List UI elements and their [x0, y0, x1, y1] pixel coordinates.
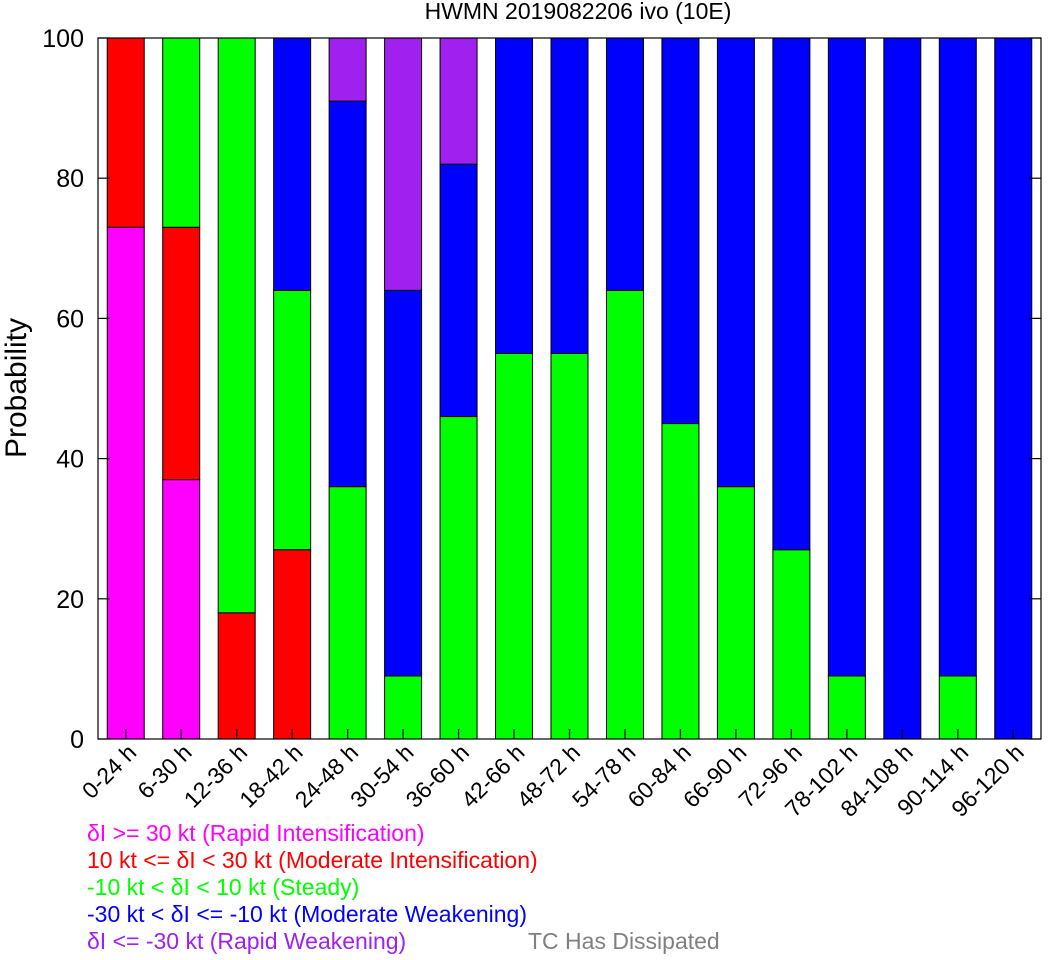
- bar-30-54h-series-4: [384, 37, 423, 291]
- y-tick-label: 60: [56, 305, 84, 333]
- y-tick-label: 100: [42, 25, 84, 53]
- bar-24-48h-series-3: [328, 100, 367, 488]
- bar-18-42h-series-3: [273, 37, 312, 291]
- bar-24-48h-series-2: [328, 486, 367, 740]
- bar-0-24h-series-1: [106, 37, 145, 228]
- y-tick-label: 0: [70, 726, 84, 754]
- axes-layer: 0 20 40 60 80 100: [42, 25, 1042, 754]
- legend-entry-4: δI <= -30 kt (Rapid Weakening): [87, 928, 407, 954]
- bar-96-120h-series-3: [994, 37, 1033, 740]
- bar-30-54h-series-2: [384, 675, 423, 740]
- x-tick-labels: 0-24 h6-30 h12-36 h18-42 h24-48 h30-54 h…: [77, 739, 1029, 822]
- bar-18-42h-series-2: [273, 289, 312, 551]
- bars-layer: [106, 37, 1033, 740]
- bar-6-30h-series-0: [162, 479, 201, 740]
- bar-36-60h-series-3: [439, 163, 478, 418]
- bar-78-102h-series-2: [827, 675, 866, 740]
- bar-18-42h-series-1: [273, 549, 312, 740]
- bar-72-96h-series-2: [772, 549, 811, 740]
- x-tick-label: 0-24 h: [77, 739, 142, 804]
- bar-60-84h-series-3: [661, 37, 700, 425]
- bar-30-54h-series-3: [384, 289, 423, 677]
- legend-entry-1: 10 kt <= δI < 30 kt (Moderate Intensific…: [87, 847, 538, 873]
- y-tick-label: 80: [56, 165, 84, 193]
- y-tick-label: 40: [56, 446, 84, 474]
- bar-48-72h-series-2: [550, 352, 589, 740]
- bar-12-36h-series-2: [217, 37, 256, 614]
- bar-42-66h-series-2: [495, 352, 534, 740]
- bar-72-96h-series-3: [772, 37, 811, 551]
- legend-entry-3: -30 kt < δI <= -10 kt (Moderate Weakenin…: [87, 901, 528, 927]
- bar-60-84h-series-2: [661, 423, 700, 740]
- bar-84-108h-series-3: [883, 37, 922, 740]
- y-axis-label: Probability: [0, 318, 33, 458]
- bar-6-30h-series-2: [162, 37, 201, 228]
- bar-66-90h-series-2: [716, 486, 755, 740]
- bar-0-24h-series-0: [106, 226, 145, 740]
- y-tick-label: 20: [56, 586, 84, 614]
- legend-entry-0: δI >= 30 kt (Rapid Intensification): [87, 820, 425, 846]
- bar-48-72h-series-3: [550, 37, 589, 354]
- bar-36-60h-series-4: [439, 37, 478, 165]
- bar-54-78h-series-3: [605, 37, 644, 291]
- bar-78-102h-series-3: [827, 37, 866, 677]
- bar-66-90h-series-3: [716, 37, 755, 488]
- bar-54-78h-series-2: [605, 289, 644, 740]
- bar-36-60h-series-2: [439, 416, 478, 740]
- legend-entry-2: -10 kt < δI < 10 kt (Steady): [87, 874, 360, 900]
- bar-24-48h-series-4: [328, 37, 367, 102]
- legend-dissipated: TC Has Dissipated: [528, 928, 720, 954]
- bar-6-30h-series-1: [162, 226, 201, 481]
- bar-42-66h-series-3: [495, 37, 534, 354]
- bar-90-114h-series-3: [938, 37, 977, 677]
- chart-title: HWMN 2019082206 ivo (10E): [425, 0, 732, 24]
- bar-12-36h-series-1: [217, 612, 256, 740]
